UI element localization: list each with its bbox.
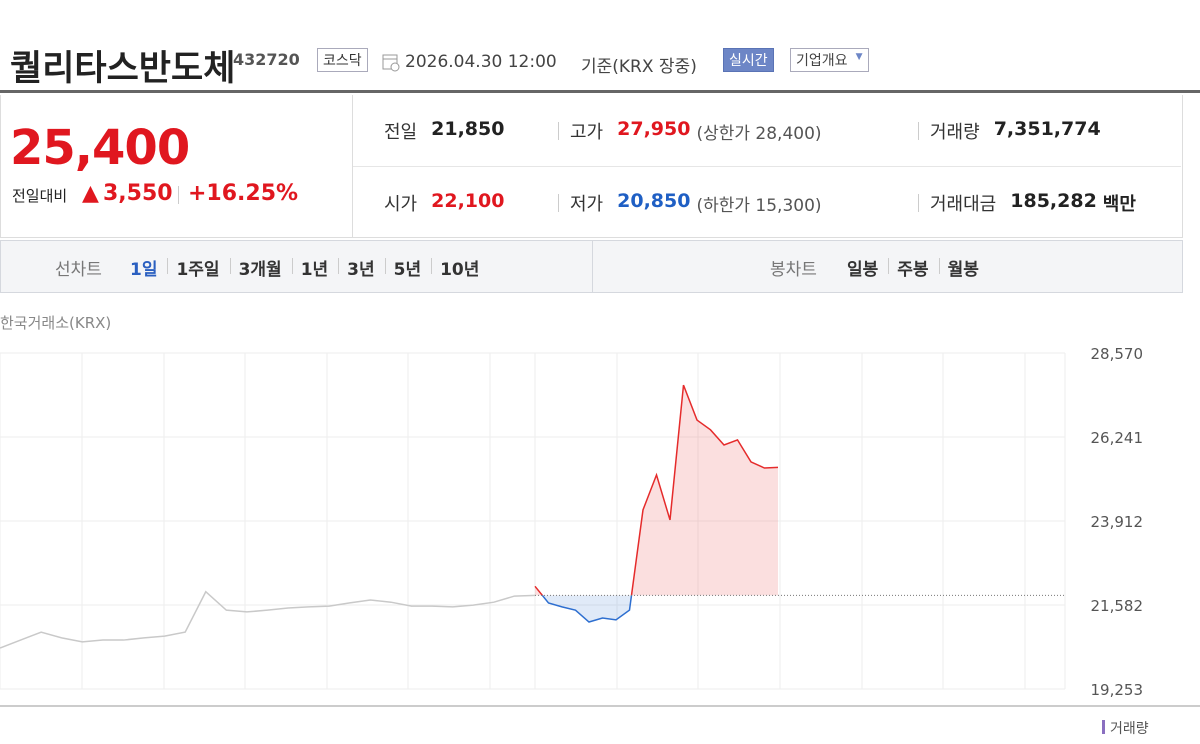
period-tab[interactable]: 5년: [393, 260, 422, 280]
y-tick-label: 23,912: [1091, 513, 1144, 531]
calendar-icon: [382, 54, 400, 72]
price-line-up: [534, 384, 779, 596]
stock-name: 퀄리타스반도체: [10, 49, 236, 89]
stat-value: 20,850: [617, 190, 691, 212]
stock-code: 432720: [233, 50, 300, 69]
separator: [291, 258, 293, 274]
market-badge: 코스닥: [317, 48, 368, 72]
separator: [558, 122, 559, 140]
volume-legend-swatch: [1102, 720, 1105, 734]
source-label: 한국거래소(KRX): [0, 314, 111, 332]
company-button-label: 기업개요: [796, 53, 848, 69]
period-tab[interactable]: 3개월: [238, 260, 282, 280]
stat-value: 22,100: [431, 190, 505, 212]
datetime: 2026.04.30 12:00: [405, 52, 557, 72]
period-tab[interactable]: 1일: [130, 260, 158, 280]
volume-legend: 거래량: [1110, 721, 1149, 737]
divider: [353, 166, 1181, 167]
y-tick-label: 28,570: [1091, 345, 1144, 363]
separator: [384, 258, 386, 274]
line-chart-label: 선차트: [55, 260, 102, 280]
company-button[interactable]: 기업개요 ▼: [790, 48, 869, 72]
change: 3,550: [103, 181, 173, 206]
up-arrow: ▲: [82, 181, 99, 206]
separator: [558, 194, 559, 212]
separator: [167, 258, 169, 274]
y-tick-label: 26,241: [1091, 429, 1144, 447]
candle-tab[interactable]: 주봉: [897, 260, 929, 280]
period-tab[interactable]: 10년: [440, 260, 480, 280]
period-tab[interactable]: 3년: [347, 260, 375, 280]
dropdown-arrow: ▼: [855, 52, 863, 62]
stat-label: 거래량: [930, 122, 980, 143]
stat-label: 시가: [384, 194, 418, 215]
candle-tab[interactable]: 일봉: [847, 260, 879, 280]
period-tab[interactable]: 1년: [300, 260, 329, 280]
realtime-button[interactable]: 실시간: [723, 48, 774, 72]
y-tick-label: 21,582: [1091, 597, 1144, 615]
separator: [178, 186, 179, 204]
basis: 기준(KRX 장중): [581, 57, 697, 77]
price-line: [0, 590, 536, 649]
candle-tab[interactable]: 월봉: [947, 260, 979, 280]
up-area: [535, 385, 778, 596]
stat-label: 거래대금: [930, 194, 997, 215]
separator: [338, 258, 340, 274]
separator: [918, 122, 919, 140]
change-label: 전일대비: [12, 187, 68, 205]
stat-value: 185,282: [1010, 190, 1097, 212]
divider: [352, 95, 353, 237]
separator: [229, 258, 231, 274]
stat-label: 저가: [570, 194, 604, 215]
stat-unit: 백만: [1102, 194, 1136, 215]
period-tab[interactable]: 1주일: [176, 260, 220, 280]
change-rate: +16.25%: [188, 181, 299, 206]
chart: 한국거래소(KRX) 거래량 19,253 21,582 23,912 26,241 2…: [0, 314, 1200, 737]
stat-value: 21,850: [431, 118, 505, 140]
tab-bar: [0, 240, 1183, 293]
stat-note: (하한가 15,300): [696, 196, 822, 216]
stat-note: (상한가 28,400): [696, 124, 822, 144]
stat-label: 전일: [384, 122, 418, 143]
separator: [938, 258, 940, 274]
separator: [918, 194, 919, 212]
stat-label: 고가: [570, 122, 604, 143]
separator: [431, 258, 433, 274]
header-rule: [0, 90, 1200, 93]
current-price: 25,400: [10, 120, 190, 176]
down-area: [542, 595, 632, 623]
summary-box: [0, 95, 1183, 238]
price-line-down: [541, 595, 633, 623]
stat-value: 7,351,774: [993, 118, 1101, 140]
candle-chart-label: 봉차트: [770, 260, 817, 280]
separator: [888, 258, 890, 274]
divider: [592, 241, 593, 292]
stat-value: 27,950: [617, 118, 691, 140]
y-tick-label: 19,253: [1091, 681, 1144, 699]
